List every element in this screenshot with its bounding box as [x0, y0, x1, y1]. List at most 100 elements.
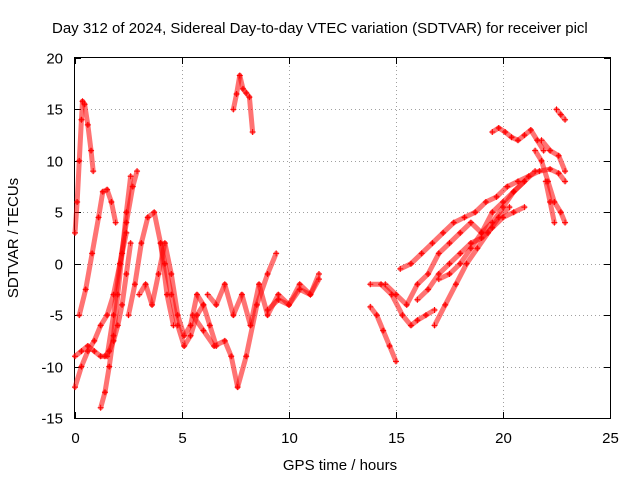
- series-t10: [189, 250, 280, 391]
- data-point: [134, 168, 141, 175]
- series-trace: [547, 199, 557, 226]
- data-point: [393, 358, 399, 365]
- series-trace: [78, 348, 91, 370]
- series-trace: [558, 209, 568, 226]
- series-trace: [162, 240, 174, 277]
- data-point: [273, 250, 280, 257]
- series-trace: [149, 271, 161, 308]
- series-trace: [82, 101, 91, 128]
- series-trace: [119, 271, 129, 308]
- y-axis-title: SDTVAR / TECUs: [5, 178, 22, 298]
- series-trace: [500, 189, 517, 210]
- series-t13: [230, 72, 256, 136]
- y-tick-labels: -15 -10 -5 0 5 10 15 20: [41, 51, 63, 428]
- data-points: [72, 72, 569, 411]
- series-trace: [286, 286, 303, 308]
- series-t7: [125, 209, 177, 329]
- data-point: [551, 219, 558, 226]
- series-trace: [423, 307, 438, 318]
- data-point: [315, 276, 322, 283]
- series-trace: [247, 281, 262, 328]
- series-trace: [543, 178, 553, 205]
- x-tick-label: 25: [602, 430, 619, 447]
- series-trace: [489, 204, 506, 226]
- series-t9: [157, 240, 207, 349]
- data-point: [562, 178, 569, 185]
- series-trace: [132, 240, 144, 287]
- series-trace: [222, 338, 234, 359]
- chart-title: Day 312 of 2024, Sidereal Day-to-day VTE…: [52, 20, 588, 37]
- y-tick-label: 0: [55, 257, 63, 274]
- data-point: [249, 129, 256, 136]
- series-trace: [88, 148, 96, 174]
- x-tick-label: 15: [388, 430, 405, 447]
- series-t25: [553, 106, 569, 123]
- data-point: [90, 168, 97, 175]
- y-tick-label: 20: [46, 51, 63, 68]
- series-trace: [556, 153, 568, 174]
- series-trace: [521, 168, 538, 184]
- series-trace: [511, 204, 527, 215]
- series-trace: [200, 302, 213, 328]
- x-tick-labels: 0 5 10 15 20 25: [71, 430, 619, 447]
- series-t20: [435, 168, 539, 283]
- series-trace: [200, 328, 217, 349]
- series-trace: [117, 220, 129, 267]
- series-trace: [74, 158, 82, 205]
- series-trace: [374, 312, 386, 334]
- axis-ticks: [75, 58, 611, 419]
- data-point: [127, 240, 134, 247]
- y-tick-label: 15: [46, 102, 63, 119]
- series-trace: [235, 353, 249, 390]
- series-trace: [457, 245, 474, 267]
- series-t6: [104, 168, 141, 360]
- data-point: [521, 204, 528, 211]
- series-trace: [83, 250, 95, 292]
- series-trace: [190, 312, 206, 334]
- x-tick-label: 20: [495, 430, 512, 447]
- series-trace: [168, 292, 181, 328]
- series-trace: [123, 240, 134, 277]
- series-trace: [246, 94, 256, 135]
- y-tick-label: 10: [46, 154, 63, 171]
- series-trace: [194, 302, 206, 318]
- series-t17: [397, 166, 569, 272]
- series-trace: [539, 158, 551, 184]
- series-trace: [496, 204, 512, 220]
- plot-frame: [74, 57, 611, 419]
- data-point: [127, 173, 134, 180]
- data-point: [540, 147, 547, 154]
- series-trace: [123, 184, 136, 226]
- series-trace: [474, 230, 491, 251]
- y-tick-label: -10: [41, 360, 63, 377]
- x-axis-title: GPS time / hours: [283, 457, 397, 474]
- data-point: [562, 219, 569, 226]
- data-point: [431, 307, 438, 313]
- series-trace: [151, 209, 164, 246]
- data-point: [532, 168, 539, 175]
- series-trace: [98, 389, 108, 411]
- series-trace: [108, 199, 119, 226]
- series-trace: [102, 364, 112, 395]
- series-trace: [85, 122, 94, 154]
- y-tick-label: -15: [41, 411, 63, 428]
- data-point: [506, 204, 513, 211]
- series-trace: [72, 199, 80, 236]
- series-trace: [164, 292, 176, 328]
- y-tick-label: 5: [55, 205, 63, 222]
- series-t1: [72, 98, 97, 236]
- data-point: [562, 168, 569, 175]
- series-trace: [76, 117, 84, 164]
- series-trace: [188, 292, 200, 328]
- data-point: [315, 271, 322, 277]
- series-trace: [453, 261, 470, 287]
- series-trace: [111, 261, 123, 318]
- series-trace: [442, 281, 459, 308]
- series-trace: [432, 302, 448, 328]
- series-t14: [367, 303, 399, 365]
- series-trace: [91, 322, 104, 344]
- series-trace: [158, 240, 168, 267]
- series-trace: [425, 271, 442, 292]
- series-t15: [367, 281, 438, 329]
